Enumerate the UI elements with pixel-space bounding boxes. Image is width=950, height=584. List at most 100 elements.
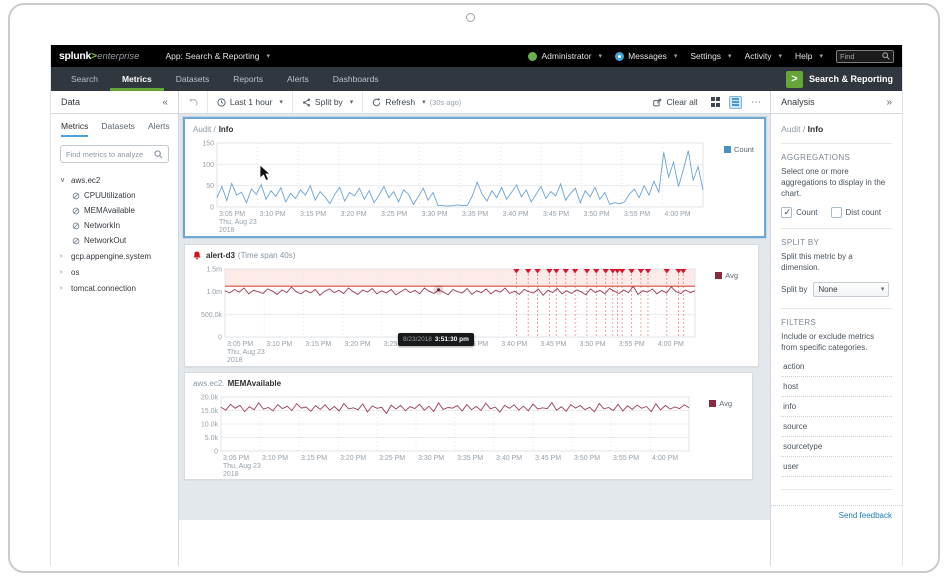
find-search[interactable]	[836, 49, 894, 63]
chart-card-alert-d3[interactable]: alert-d3 (Time span 40s) 0 500.0k 1.0m 1.5m…	[184, 244, 759, 367]
legend-avg[interactable]: Avg	[715, 271, 738, 280]
topbar-right: Administrator ▾ Messages ▾ Settings ▾ Activ…	[528, 49, 894, 63]
split-by-button[interactable]: Split by ▾	[293, 91, 362, 113]
svg-text:1.0m: 1.0m	[206, 289, 222, 296]
clear-all-button[interactable]: Clear all	[649, 97, 701, 107]
metric-icon	[72, 207, 80, 215]
metric-tree: ∨ aws.ec2 CPUUtilization MEMAvailable Ne…	[51, 169, 178, 296]
svg-text:3:05 PM: 3:05 PM	[227, 341, 253, 348]
metric-icon	[72, 222, 80, 230]
data-panel-header: Data «	[51, 91, 179, 113]
tree-metric-memavailable[interactable]: MEMAvailable	[60, 203, 174, 218]
tab-reports[interactable]: Reports	[233, 74, 264, 84]
splunk-logo: splunk > enterprise	[59, 50, 139, 62]
svg-text:3:40 PM: 3:40 PM	[496, 455, 522, 462]
chevron-down-icon: ▾	[673, 53, 678, 60]
filter-item-host[interactable]: host	[781, 377, 892, 397]
chart-card-mem-available[interactable]: aws.ec2. MEMAvailable 0 5.0k 10.0k 15.0k 20.…	[184, 372, 753, 480]
tree-metric-cpuutilization[interactable]: CPUUtilization	[60, 188, 174, 203]
svg-text:0: 0	[210, 205, 214, 212]
help-menu[interactable]: Help ▾	[795, 51, 823, 61]
tree-node-aws-ec2[interactable]: ∨ aws.ec2	[60, 175, 101, 185]
time-tooltip: 8/23/2018 3:51:30 pm	[398, 333, 474, 346]
filter-item-user[interactable]: user	[781, 457, 892, 477]
svg-text:3:35 PM: 3:35 PM	[457, 455, 483, 462]
logo-gt-icon: >	[91, 50, 98, 62]
filter-item-action[interactable]: action	[781, 357, 892, 377]
legend-swatch	[723, 146, 731, 153]
aggregations-title: AGGREGATIONS	[781, 153, 851, 162]
aggregations-desc: Select one or more aggregations to displ…	[781, 167, 886, 198]
tree-metric-networkout[interactable]: NetworkOut	[60, 233, 174, 248]
filter-item-source[interactable]: source	[781, 417, 892, 437]
tree-metric-networkin[interactable]: NetworkIn	[60, 218, 174, 233]
svg-text:Thu, Aug 23: Thu, Aug 23	[227, 349, 265, 356]
more-options-button[interactable]: ⋯	[751, 96, 763, 108]
tab-dashboards[interactable]: Dashboards	[332, 74, 379, 84]
filter-item-info[interactable]: info	[781, 397, 892, 417]
app-nav: Search Metrics Datasets Reports Alerts D…	[51, 67, 902, 91]
chevron-collapsed-icon: ›	[60, 252, 63, 260]
checkbox-icon[interactable]	[830, 207, 842, 219]
svg-text:15.0k: 15.0k	[201, 408, 219, 415]
metric-search-input[interactable]	[66, 149, 154, 159]
chart-canvas: 0 500.0k 1.0m 1.5m 3:05 PM Thu, Aug 23 2018 3:1…	[191, 263, 758, 369]
checkbox-checked-icon[interactable]	[781, 207, 793, 219]
sidebar-tab-metrics[interactable]: Metrics	[61, 121, 89, 137]
tab-search[interactable]: Search	[71, 74, 98, 84]
sidebar-tab-alerts[interactable]: Alerts	[147, 121, 170, 131]
undo-icon	[188, 98, 198, 107]
chevron-down-icon: ▾	[819, 53, 823, 60]
split-by-select[interactable]: None ▾	[813, 281, 890, 297]
svg-text:5.0k: 5.0k	[205, 435, 219, 442]
checkbox-count[interactable]: Count	[781, 207, 818, 219]
tab-datasets[interactable]: Datasets	[175, 74, 210, 84]
send-feedback-link[interactable]: Send feedback	[838, 511, 892, 520]
sidebar-tab-datasets[interactable]: Datasets	[101, 121, 135, 131]
checkbox-dist-count[interactable]: Dist count	[830, 207, 881, 219]
messages-menu[interactable]: Messages ▾	[615, 51, 677, 61]
settings-menu[interactable]: Settings ▾	[690, 51, 732, 61]
svg-text:3:35 PM: 3:35 PM	[462, 341, 488, 348]
app-brand[interactable]: > Search & Reporting	[785, 67, 902, 91]
metric-search[interactable]	[60, 145, 169, 163]
tab-metrics[interactable]: Metrics	[110, 67, 164, 91]
legend-count[interactable]: Count	[723, 145, 754, 154]
topbar: splunk > enterprise App: Search & Reportin…	[51, 45, 902, 67]
svg-text:3:20 PM: 3:20 PM	[340, 455, 366, 462]
svg-text:Thu, Aug 23: Thu, Aug 23	[219, 219, 257, 226]
tree-node-tomcat[interactable]: › tomcat.connection	[60, 283, 136, 293]
svg-text:3:05 PM: 3:05 PM	[223, 455, 249, 462]
svg-text:3:35 PM: 3:35 PM	[462, 211, 488, 218]
time-range-picker[interactable]: Last 1 hour ▾	[208, 91, 292, 113]
legend-avg[interactable]: Avg	[709, 399, 732, 408]
svg-text:150: 150	[202, 141, 214, 148]
tree-node-os[interactable]: › os	[60, 267, 80, 277]
tree-node-gcp-appengine[interactable]: › gcp.appengine.system	[60, 251, 152, 261]
chart-card-audit-info[interactable]: Audit / Info 0 50 100 150 3:05 PM Thu, Aug 23…	[183, 117, 766, 238]
charts-area: Audit / Info 0 50 100 150 3:05 PM Thu, Aug 23…	[179, 114, 771, 566]
grid-view-toggle[interactable]	[710, 97, 721, 107]
administrator-menu[interactable]: Administrator ▾	[528, 51, 602, 61]
refresh-button[interactable]: Refresh ▾ (30s ago)	[363, 91, 470, 113]
find-input[interactable]	[840, 51, 882, 61]
selected-metric: Audit / Info	[781, 114, 892, 144]
expand-panel-button[interactable]: »	[886, 96, 892, 108]
tab-alerts[interactable]: Alerts	[287, 74, 309, 84]
splunk-app-icon: >	[785, 70, 803, 88]
metric-icon	[72, 192, 80, 200]
list-view-toggle[interactable]	[729, 95, 743, 109]
app-menu[interactable]: App: Search & Reporting ▾	[165, 51, 270, 61]
legend-swatch	[715, 272, 723, 279]
svg-text:3:55 PM: 3:55 PM	[613, 455, 639, 462]
search-icon	[154, 149, 163, 159]
collapse-panel-button[interactable]: «	[162, 96, 168, 108]
feedback-divider	[771, 505, 902, 506]
activity-menu[interactable]: Activity ▾	[744, 51, 782, 61]
filter-item-sourcetype[interactable]: sourcetype	[781, 437, 892, 457]
svg-text:4:00 PM: 4:00 PM	[652, 455, 678, 462]
logo-suffix: enterprise	[97, 51, 140, 62]
undo-button[interactable]	[179, 91, 207, 113]
data-sidebar: Metrics Datasets Alerts ∨ aws.ec2	[51, 114, 179, 566]
chevron-expanded-icon: ∨	[60, 177, 66, 184]
